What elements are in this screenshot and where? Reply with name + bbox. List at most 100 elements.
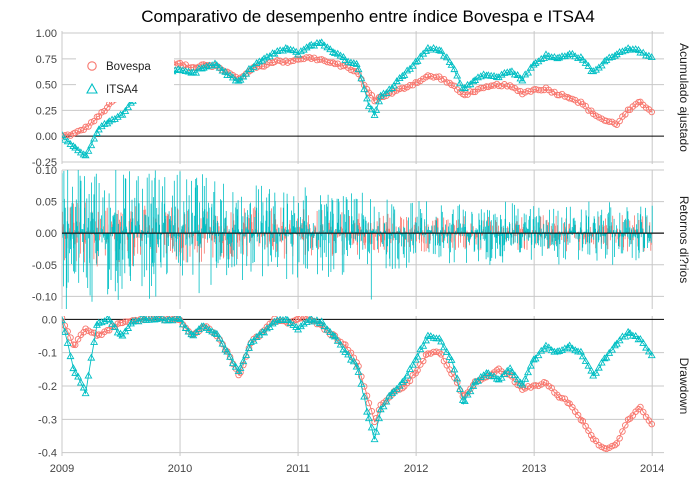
point-itsa4 (555, 53, 564, 61)
legend: Bovespa ITSA4 (76, 50, 174, 102)
point-itsa4 (239, 357, 248, 365)
point-itsa4 (103, 119, 112, 127)
point-bovespa (71, 341, 79, 349)
point-itsa4 (79, 383, 88, 391)
point-itsa4 (228, 359, 237, 367)
point-itsa4 (326, 328, 335, 336)
panel-strip-label: Retornos di?rios (677, 196, 691, 283)
point-itsa4 (473, 376, 482, 384)
point-itsa4 (305, 41, 314, 49)
point-itsa4 (447, 355, 456, 363)
point-bovespa (558, 394, 566, 402)
point-bovespa (282, 57, 290, 65)
point-itsa4 (258, 56, 267, 64)
point-bovespa (503, 82, 511, 90)
point-itsa4 (315, 39, 324, 46)
chart-panels: 1.00 0.75 0.50 0.25 0.00 -0.25 Acumulado ajust… (32, 28, 691, 460)
point-itsa4 (456, 384, 465, 392)
point-itsa4 (571, 52, 580, 60)
y-tick-label: -0.4 (38, 448, 57, 460)
point-itsa4 (181, 323, 190, 331)
point-itsa4 (521, 70, 530, 78)
point-itsa4 (329, 48, 337, 55)
point-itsa4 (289, 320, 298, 328)
point-itsa4 (423, 43, 432, 51)
point-bovespa (548, 89, 555, 96)
point-itsa4 (576, 347, 585, 355)
point-itsa4 (463, 80, 472, 88)
point-itsa4 (94, 318, 103, 326)
point-itsa4 (389, 81, 398, 89)
point-itsa4 (447, 60, 456, 68)
point-itsa4 (518, 380, 527, 388)
point-itsa4 (363, 407, 371, 415)
point-itsa4 (510, 371, 519, 379)
point-itsa4 (150, 316, 159, 323)
point-itsa4 (223, 347, 232, 355)
point-itsa4 (352, 59, 361, 67)
point-itsa4 (375, 97, 384, 105)
x-tick-label: 2010 (168, 463, 192, 475)
point-itsa4 (110, 114, 119, 122)
point-itsa4 (636, 335, 645, 342)
point-itsa4 (192, 68, 201, 76)
point-itsa4 (105, 117, 114, 125)
point-bovespa (287, 57, 294, 65)
point-itsa4 (364, 102, 373, 110)
point-itsa4 (524, 68, 532, 76)
point-itsa4 (76, 378, 85, 386)
point-bovespa (396, 85, 403, 93)
point-itsa4 (615, 48, 624, 56)
point-itsa4 (471, 377, 480, 385)
y-tick-label: 1.00 (36, 28, 57, 40)
point-itsa4 (647, 53, 656, 60)
point-bovespa (95, 331, 103, 338)
point-itsa4 (526, 361, 535, 369)
point-bovespa (313, 56, 321, 64)
point-itsa4 (458, 395, 467, 403)
point-itsa4 (442, 347, 451, 355)
point-itsa4 (406, 364, 414, 372)
point-itsa4 (372, 105, 381, 113)
point-itsa4 (205, 325, 214, 333)
point-bovespa (554, 91, 561, 99)
point-itsa4 (581, 356, 590, 364)
point-itsa4 (544, 343, 553, 351)
point-itsa4 (270, 317, 279, 325)
point-bovespa (437, 76, 445, 83)
point-itsa4 (62, 130, 66, 138)
point-bovespa (422, 73, 430, 81)
point-itsa4 (379, 402, 388, 410)
point-bovespa (487, 82, 495, 90)
point-itsa4 (581, 58, 590, 66)
legend-key-bovespa (87, 61, 97, 71)
point-bovespa (613, 440, 621, 447)
point-bovespa (88, 329, 95, 336)
panel-strip-label: Drawdown (677, 358, 691, 415)
point-itsa4 (158, 316, 167, 322)
y-tick-label: 0.50 (36, 80, 57, 92)
point-itsa4 (558, 346, 566, 354)
point-bovespa (368, 91, 375, 99)
point-bovespa (588, 432, 595, 439)
point-bovespa (329, 59, 337, 66)
point-itsa4 (615, 336, 624, 344)
point-itsa4 (66, 352, 75, 360)
point-itsa4 (187, 68, 196, 76)
point-itsa4 (152, 316, 161, 322)
point-itsa4 (246, 65, 255, 73)
point-bovespa (350, 67, 358, 75)
point-itsa4 (594, 63, 603, 71)
point-itsa4 (81, 389, 90, 397)
point-itsa4 (62, 135, 69, 143)
point-itsa4 (469, 77, 478, 85)
point-itsa4 (354, 65, 363, 73)
point-itsa4 (524, 368, 532, 376)
point-itsa4 (469, 381, 478, 389)
point-bovespa (331, 60, 339, 68)
panel-series (62, 316, 656, 453)
point-bovespa (585, 107, 592, 114)
point-bovespa (611, 441, 619, 449)
point-itsa4 (69, 364, 78, 372)
